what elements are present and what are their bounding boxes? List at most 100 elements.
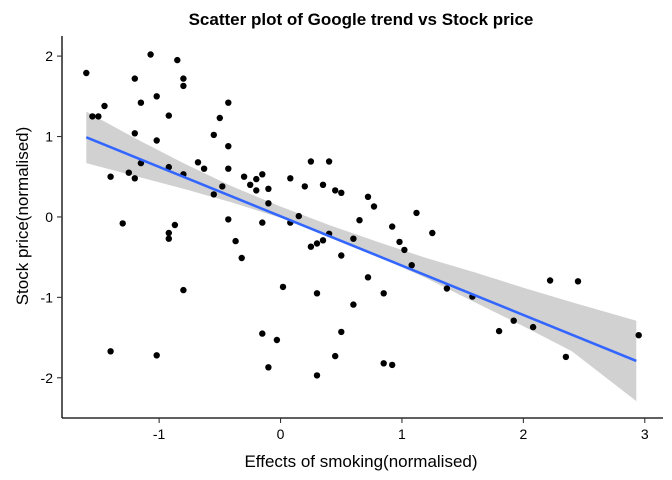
data-point: [147, 51, 154, 58]
data-point: [307, 243, 315, 250]
data-point: [364, 193, 372, 200]
data-point: [325, 158, 333, 165]
x-tick-label: 2: [519, 426, 527, 442]
chart-title: Scatter plot of Google trend vs Stock pr…: [189, 10, 534, 29]
data-point: [429, 229, 436, 237]
data-point: [89, 113, 96, 120]
data-point: [265, 364, 272, 371]
data-point: [95, 113, 102, 120]
y-tick-label: -1: [41, 289, 54, 305]
data-point: [225, 99, 232, 106]
confidence-band: [86, 111, 637, 402]
data-point: [529, 323, 537, 331]
data-point: [313, 290, 321, 297]
data-point: [165, 235, 172, 242]
data-point: [225, 216, 232, 223]
data-point: [225, 165, 232, 172]
data-point: [153, 352, 160, 359]
data-point: [338, 328, 345, 336]
x-axis-label: Effects of smoking(normalised): [244, 452, 477, 471]
data-point: [265, 185, 272, 192]
data-point: [238, 254, 245, 262]
data-point: [174, 56, 181, 64]
trend-line: [85, 136, 637, 363]
data-point: [313, 240, 321, 247]
data-point: [443, 285, 451, 292]
data-point: [370, 203, 378, 210]
data-point: [240, 173, 248, 180]
data-point: [413, 209, 420, 217]
x-tick-label: 3: [641, 426, 649, 442]
data-point: [232, 237, 239, 245]
data-point: [165, 112, 172, 119]
data-point: [253, 175, 260, 183]
data-point: [313, 372, 321, 379]
data-point: [338, 189, 345, 196]
data-point: [107, 348, 114, 355]
data-point: [137, 99, 145, 106]
data-point: [389, 361, 396, 369]
data-point: [265, 200, 272, 207]
data-point: [131, 75, 138, 82]
data-point: [389, 223, 396, 230]
data-point: [194, 159, 202, 166]
data-point: [180, 75, 187, 82]
data-point: [301, 183, 308, 190]
data-point: [259, 171, 266, 178]
data-point: [635, 332, 642, 339]
data-point: [259, 330, 266, 337]
data-point: [200, 165, 208, 172]
data-point: [380, 290, 387, 297]
data-points: [83, 51, 642, 379]
data-point: [295, 212, 302, 220]
data-point: [319, 181, 327, 188]
data-point: [350, 301, 357, 308]
data-point: [153, 137, 160, 144]
y-tick-label: -2: [41, 370, 54, 386]
data-point: [408, 262, 415, 269]
data-point: [153, 93, 160, 100]
data-point: [165, 229, 172, 237]
data-point: [219, 183, 226, 190]
data-point: [380, 360, 387, 367]
data-point: [259, 219, 266, 226]
data-point: [107, 173, 114, 180]
data-point: [225, 143, 232, 150]
data-point: [131, 175, 138, 182]
data-point: [356, 217, 363, 224]
data-point: [119, 220, 126, 227]
data-point: [319, 237, 327, 244]
x-tick-label: 1: [398, 426, 406, 442]
data-point: [171, 221, 179, 229]
data-point: [396, 238, 403, 246]
y-axis-label: Stock price(normalised): [13, 127, 32, 306]
data-point: [279, 283, 287, 291]
y-tick-label: 1: [45, 129, 53, 145]
data-point: [510, 317, 517, 324]
data-point: [546, 277, 554, 284]
data-point: [253, 187, 260, 194]
y-ticks: -2 -1 0 1 2: [41, 48, 62, 386]
data-point: [101, 102, 108, 110]
data-point: [125, 169, 132, 176]
data-point: [332, 187, 339, 194]
data-point: [180, 286, 187, 294]
data-point: [287, 175, 294, 182]
x-tick-label: 0: [277, 426, 285, 442]
data-point: [562, 353, 570, 361]
data-point: [216, 114, 223, 122]
data-point: [307, 158, 315, 165]
data-point: [247, 181, 254, 188]
data-point: [338, 252, 345, 259]
data-point: [210, 131, 217, 139]
x-tick-label: -1: [153, 426, 166, 442]
y-tick-label: 0: [45, 209, 53, 225]
plot-area: [83, 51, 642, 402]
data-point: [364, 274, 372, 281]
data-point: [401, 246, 408, 254]
data-point: [165, 163, 172, 171]
data-point: [210, 191, 217, 198]
data-point: [131, 130, 138, 137]
data-point: [332, 352, 339, 360]
